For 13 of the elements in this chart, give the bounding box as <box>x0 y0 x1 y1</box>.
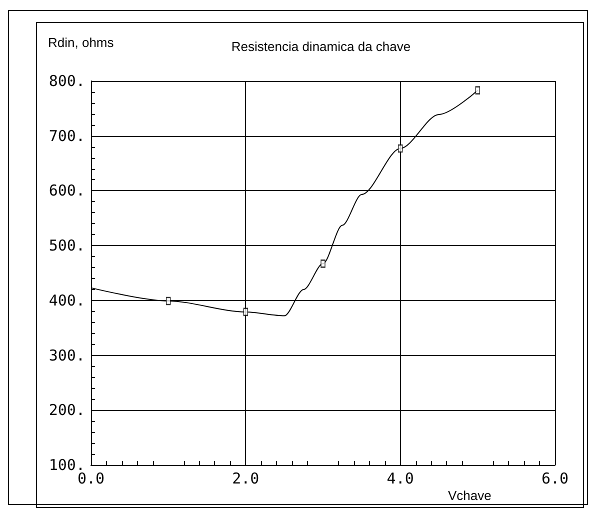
x-tick-label: 2.0 <box>232 470 260 488</box>
y-tick-label: 400. <box>48 291 85 310</box>
chart-title: Resistencia dinamica da chave <box>231 39 411 54</box>
x-tick-label: 4.0 <box>386 470 414 488</box>
y-tick-label: 300. <box>48 346 85 364</box>
y-tick-label: 700. <box>48 126 85 145</box>
y-tick-label: 500. <box>48 236 85 255</box>
y-tick-label: 200. <box>48 401 85 420</box>
y-tick-label: 800. <box>48 72 85 90</box>
x-tick-label: 6.0 <box>541 470 569 488</box>
y-axis-title: Rdin, ohms <box>48 35 114 50</box>
x-axis-title: Vchave <box>448 488 492 503</box>
y-tick-label: 600. <box>48 182 85 200</box>
